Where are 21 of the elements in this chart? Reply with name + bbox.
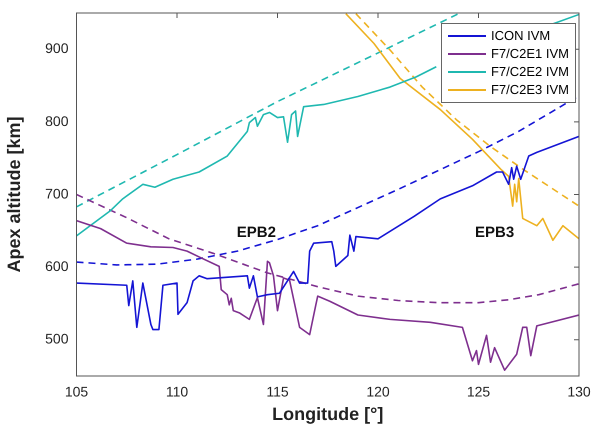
y-tick-label: 800 (45, 112, 69, 129)
x-tick-label: 110 (166, 383, 188, 400)
x-tick-label: 130 (567, 383, 591, 400)
y-tick-label: 900 (45, 40, 69, 56)
y-tick-label: 700 (45, 185, 69, 202)
x-tick-label: 120 (366, 383, 390, 400)
legend-label: F7/C2E1 IVM (490, 45, 569, 63)
legend-label: F7/C2E2 IVM (490, 63, 569, 81)
x-tick-label: 105 (64, 383, 88, 400)
y-axis-title: Apex altitude [km] (4, 116, 24, 273)
legend-label: F7/C2E3 IVM (490, 81, 569, 99)
annotation: EPB3 (474, 224, 514, 241)
x-axis-title: Longitude [°] (272, 404, 384, 424)
annotation: EPB2 (236, 224, 276, 241)
line-series (355, 13, 579, 207)
y-tick-label: 500 (45, 330, 69, 347)
x-tick-label: 125 (466, 383, 490, 400)
y-tick-label: 600 (45, 258, 69, 274)
legend-label: ICON IVM (490, 27, 550, 45)
line-series (76, 13, 460, 208)
x-tick-label: 115 (266, 383, 289, 400)
